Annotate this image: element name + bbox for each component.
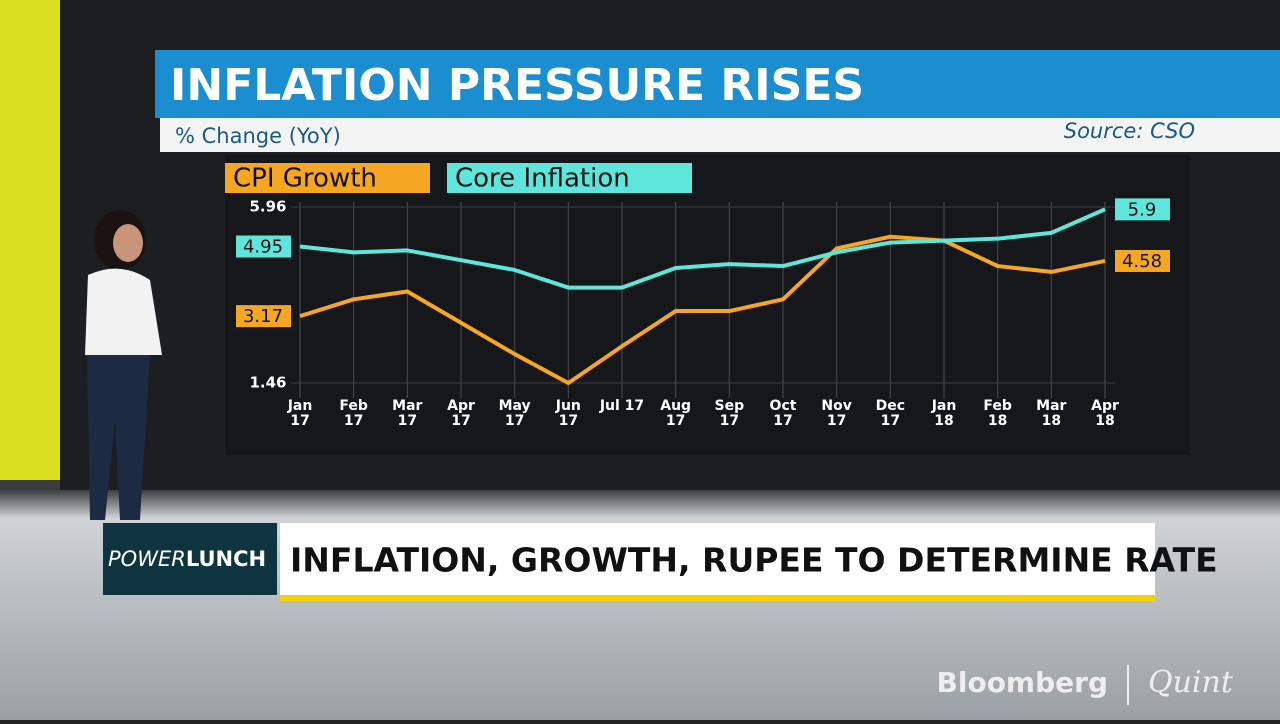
x-tick: Feb 17 [339, 399, 368, 429]
y-tick-label: 5.96 [249, 198, 286, 216]
chart-title: INFLATION PRESSURE RISES [170, 60, 864, 111]
y-tick-label: 1.46 [249, 374, 286, 392]
x-tick-label: Feb 17 [339, 399, 368, 429]
value-label: 5.9 [1128, 199, 1157, 220]
show-brand-part: LUNCH [186, 547, 266, 571]
x-tick: Dec 17 [875, 399, 906, 429]
legend-label: Core Inflation [455, 164, 630, 194]
show-brand-box [103, 523, 277, 595]
x-tick-label: Mar 17 [392, 399, 423, 429]
logo: Quint [1148, 665, 1234, 700]
x-tick: Jul 17 [599, 399, 645, 414]
legend-swatch [447, 163, 692, 193]
x-tick: May 17 [498, 399, 531, 429]
subtitle-bar [160, 118, 1280, 152]
value-label-box [1115, 249, 1170, 272]
value-label-box [236, 305, 291, 328]
legend-label: CPI Growth [233, 164, 377, 194]
logo: Bloomberg [937, 666, 1108, 699]
value-label-box [236, 235, 291, 258]
x-tick: Sep 17 [714, 399, 745, 429]
x-tick: Apr 17 [447, 399, 475, 429]
x-tick-label: Aug 17 [660, 399, 692, 429]
x-tick: Aug 17 [660, 399, 692, 429]
x-tick-label: Sep 17 [714, 399, 745, 429]
x-tick-label: May 17 [498, 399, 531, 429]
shirt [85, 268, 162, 355]
x-tick: Feb 18 [983, 399, 1012, 429]
x-tick-label: Jul 17 [599, 399, 645, 414]
value-label: 3.17 [243, 306, 283, 327]
plot: CPI Growth Core Inflation Jan 17 Feb 17 Mar … [225, 163, 1170, 429]
value-label: 4.95 [243, 237, 283, 258]
headline: INFLATION, GROWTH, RUPEE TO DETERMINE RA… [290, 541, 1218, 580]
series-line [299, 207, 1106, 290]
x-tick: Oct 17 [769, 399, 797, 429]
x-tick-label: Jan 18 [931, 399, 957, 429]
headline-box [280, 523, 1155, 598]
x-tick-label: Jan 17 [287, 399, 313, 429]
x-tick: Mar 18 [1036, 399, 1067, 429]
x-tick: Mar 17 [392, 399, 423, 429]
show-brand: POWERLUNCH [108, 547, 266, 571]
headline-underline [280, 595, 1155, 601]
x-tick-label: Mar 18 [1036, 399, 1067, 429]
legend-swatch [225, 163, 430, 193]
x-tick-label: Dec 17 [875, 399, 906, 429]
trousers [87, 355, 150, 520]
x-tick: Apr 18 [1091, 399, 1119, 429]
x-tick: Jan 17 [287, 399, 313, 429]
x-tick-label: Apr 17 [447, 399, 475, 429]
x-tick-label: Feb 18 [983, 399, 1012, 429]
subtitle: % Change (YoY) [175, 124, 341, 148]
x-tick: Jan 18 [931, 399, 957, 429]
value-label-box [1115, 198, 1170, 221]
source: Source: CSO [1064, 119, 1195, 143]
x-tick: Jun 17 [555, 399, 581, 429]
series-line [299, 234, 1106, 385]
presenter [85, 210, 162, 520]
x-tick-label: Apr 18 [1091, 399, 1119, 429]
value-label: 4.58 [1122, 251, 1162, 272]
x-tick-label: Oct 17 [769, 399, 797, 429]
chart-panel [225, 155, 1190, 455]
x-tick-label: Jun 17 [555, 399, 581, 429]
x-tick-label: Nov 17 [821, 399, 852, 429]
x-tick: Nov 17 [821, 399, 852, 429]
face [113, 224, 143, 262]
title-bar [155, 50, 1280, 118]
show-brand-part: POWER [108, 547, 186, 571]
